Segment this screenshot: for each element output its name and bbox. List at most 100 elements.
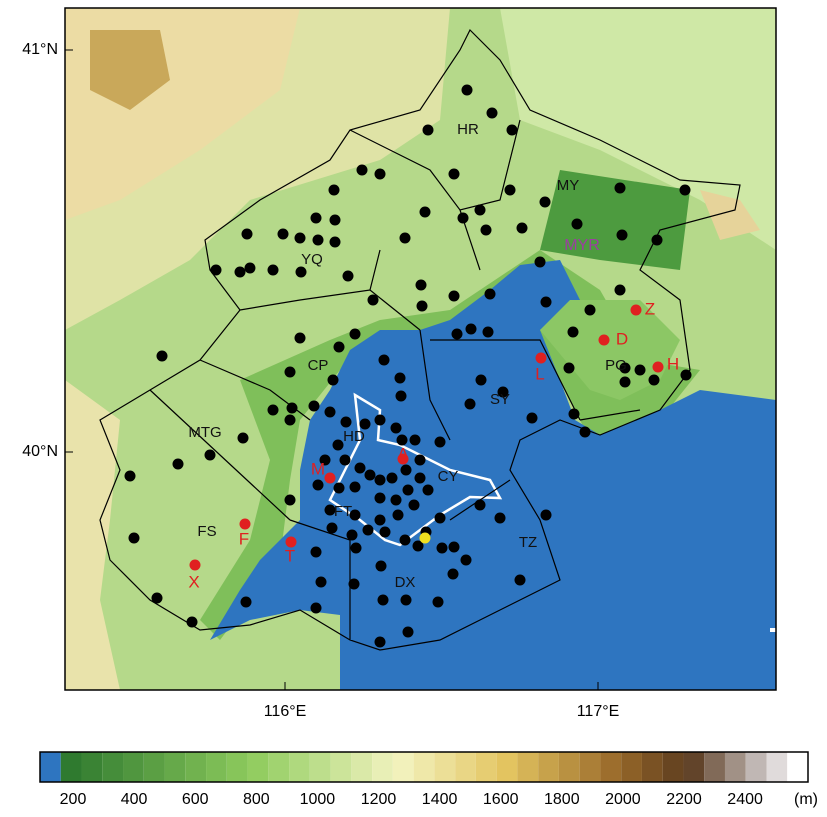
station-dot <box>286 402 298 414</box>
site-label: D <box>616 329 628 348</box>
station-dot <box>362 524 374 536</box>
colorbar-block <box>247 752 269 782</box>
colorbar-tick-label: 1400 <box>422 791 458 808</box>
lat-label: 40°N <box>22 443 58 460</box>
station-dot <box>350 542 362 554</box>
station-dot <box>324 504 336 516</box>
station-dot <box>448 168 460 180</box>
station-dot <box>484 288 496 300</box>
station-dot <box>378 354 390 366</box>
site-marker <box>598 334 610 346</box>
station-dot <box>284 414 296 426</box>
colorbar-tick-label: 1000 <box>300 791 336 808</box>
colorbar-block <box>289 752 310 782</box>
station-dot <box>310 546 322 558</box>
station-dot <box>474 499 486 511</box>
station-dot <box>432 596 444 608</box>
district-label: HD <box>343 428 365 445</box>
colorbar-block <box>309 752 331 782</box>
district-label: YQ <box>301 251 323 268</box>
site-marker <box>397 453 409 465</box>
station-dot <box>374 168 386 180</box>
colorbar-tick-label: 600 <box>182 791 209 808</box>
station-dot <box>460 554 472 566</box>
station-dot <box>619 376 631 388</box>
station-dot <box>465 323 477 335</box>
station-dot <box>448 541 460 553</box>
station-dot <box>327 374 339 386</box>
station-dot <box>310 602 322 614</box>
station-dot <box>399 534 411 546</box>
station-dot <box>422 484 434 496</box>
station-dot <box>128 532 140 544</box>
colorbar-block <box>621 752 642 782</box>
station-dot <box>396 434 408 446</box>
station-dot <box>422 124 434 136</box>
site-label: M <box>311 459 325 478</box>
station-dot <box>648 374 660 386</box>
station-dot <box>210 264 222 276</box>
station-dot <box>414 454 426 466</box>
station-dot <box>614 182 626 194</box>
lat-label: 41°N <box>22 41 58 58</box>
station-dot <box>332 439 344 451</box>
colorbar-block <box>579 752 601 782</box>
station-dot <box>308 400 320 412</box>
station-dot <box>328 184 340 196</box>
district-label: TZ <box>519 534 537 551</box>
station-dot <box>237 432 249 444</box>
station-dot <box>234 266 246 278</box>
colorbar-block <box>724 752 746 782</box>
station-dot <box>156 350 168 362</box>
district-label: PG <box>605 357 627 374</box>
station-dot <box>497 386 509 398</box>
station-dot <box>409 434 421 446</box>
station-dot <box>326 522 338 534</box>
station-dot <box>374 636 386 648</box>
colorbar-block <box>392 752 414 782</box>
station-dot <box>400 464 412 476</box>
colorbar-tick-label: 1600 <box>483 791 519 808</box>
colorbar-block <box>226 752 248 782</box>
colorbar-block <box>455 752 476 782</box>
station-dot <box>434 436 446 448</box>
site-marker <box>324 472 336 484</box>
colorbar-block <box>704 752 725 782</box>
station-dot <box>634 364 646 376</box>
lon-label: 117°E <box>577 703 620 720</box>
station-dot <box>267 404 279 416</box>
station-dot <box>390 494 402 506</box>
station-dot <box>277 228 289 240</box>
colorbar-block <box>372 752 393 782</box>
colorbar-block <box>558 752 580 782</box>
station-dot <box>457 212 469 224</box>
station-dot <box>294 332 306 344</box>
station-dot <box>329 214 341 226</box>
station-dot <box>414 472 426 484</box>
station-dot <box>295 266 307 278</box>
colorbar-unit: (m) <box>794 791 818 808</box>
station-dot <box>386 472 398 484</box>
station-dot <box>402 484 414 496</box>
station-dot <box>319 454 331 466</box>
colorbar-tick-label: 1200 <box>361 791 397 808</box>
colorbar-block <box>475 752 497 782</box>
colorbar-tick-label: 200 <box>60 791 87 808</box>
station-dot <box>494 512 506 524</box>
station-dot <box>374 414 386 426</box>
colorbar-block <box>641 752 663 782</box>
site-label: H <box>667 354 679 373</box>
site-label: L <box>535 364 544 383</box>
station-dot <box>584 304 596 316</box>
station-dot <box>486 107 498 119</box>
station-dot <box>375 560 387 572</box>
terrain <box>65 8 776 690</box>
station-dot <box>342 270 354 282</box>
colorbar-tick-label: 1800 <box>544 791 580 808</box>
station-dot <box>526 412 538 424</box>
colorbar-block <box>538 752 559 782</box>
site-marker <box>652 361 664 373</box>
station-dot <box>394 372 406 384</box>
station-dot <box>540 509 552 521</box>
colorbar-block <box>268 752 290 782</box>
